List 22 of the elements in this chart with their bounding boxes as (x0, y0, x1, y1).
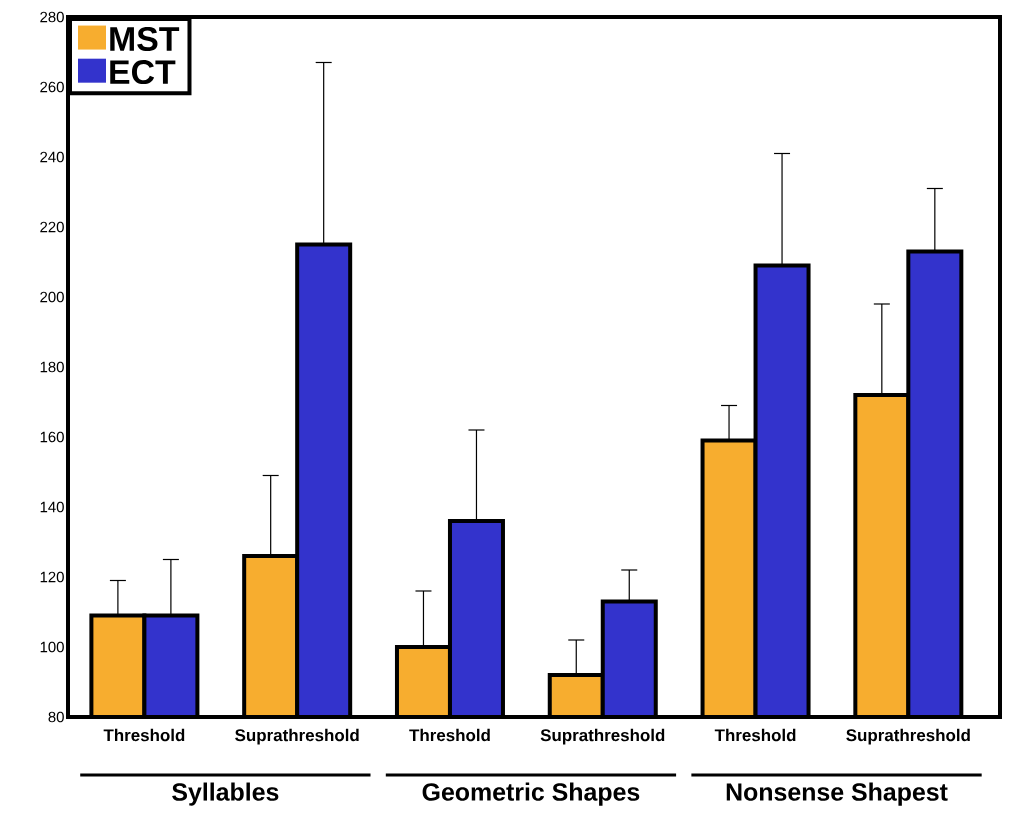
y-tick-label: 240 (40, 151, 64, 163)
x-tick-label: Threshold (409, 728, 490, 742)
legend-label: MST (110, 26, 180, 51)
y-tick-label: 100 (40, 641, 64, 653)
x-tick-label: Threshold (714, 728, 796, 742)
y-tick-label: 140 (40, 501, 64, 513)
y-tick-label: 220 (40, 221, 64, 233)
text: Syllables (172, 782, 279, 806)
y-tick-label: 160 (40, 431, 64, 443)
text: Nonsense Shapest (726, 782, 948, 806)
y-tick-label: 180 (40, 361, 64, 373)
y-tick-label: 200 (40, 291, 64, 303)
x-tick-label: Threshold (103, 728, 185, 742)
y-tick-label: 280 (40, 11, 64, 23)
legend-label: ECT (110, 60, 176, 85)
x-tick-label: Suprathreshold (540, 728, 665, 745)
y-tick-label: 260 (40, 81, 64, 93)
text: Geometric Shapes (422, 782, 640, 806)
x-tick-label: Suprathreshold (846, 728, 970, 745)
y-tick-label: 80 (48, 711, 64, 723)
x-tick-label: Suprathreshold (235, 728, 359, 745)
y-tick-label: 120 (40, 571, 64, 583)
